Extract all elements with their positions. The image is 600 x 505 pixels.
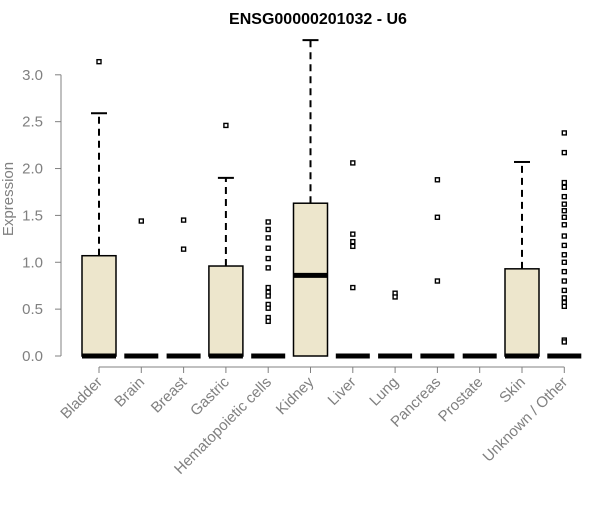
box-group	[124, 218, 159, 359]
y-tick-label: 3.0	[22, 67, 43, 84]
outlier-point	[265, 293, 271, 299]
outlier-point	[561, 149, 567, 156]
outlier-point	[138, 218, 145, 224]
outlier-point	[265, 305, 271, 311]
outlier-point	[561, 287, 567, 294]
outlier-point	[561, 303, 567, 310]
x-tick-label: Bladder	[57, 374, 106, 423]
y-tick-label: 0.0	[22, 348, 43, 365]
y-tick-label: 1.5	[22, 207, 43, 224]
box-group	[81, 58, 117, 359]
outlier-point	[561, 214, 567, 220]
box	[504, 268, 540, 357]
box-group	[292, 39, 329, 357]
box-group	[547, 130, 582, 359]
outlier-point	[561, 208, 567, 214]
outlier-point	[561, 130, 567, 136]
outlier-point	[265, 235, 271, 241]
outlier-point	[434, 214, 441, 220]
outlier-point	[561, 268, 567, 275]
outlier-point	[561, 233, 567, 239]
outlier-point	[561, 242, 567, 249]
box	[292, 202, 329, 357]
outlier-point	[392, 294, 398, 300]
outlier-point	[561, 222, 567, 228]
box-group	[335, 160, 370, 359]
box-group	[251, 219, 286, 359]
outlier-point	[561, 184, 567, 190]
box-group	[166, 217, 201, 359]
y-tick-label: 2.0	[22, 161, 43, 178]
outlier-point	[265, 318, 271, 325]
outlier-point	[265, 219, 271, 225]
x-tick-label: Kidney	[273, 373, 318, 418]
y-tick-label: 0.5	[22, 301, 43, 318]
outlier-point	[180, 217, 187, 223]
outlier-point	[350, 238, 356, 245]
chart-title: ENSG00000201032 - U6	[229, 11, 407, 28]
outlier-point	[350, 231, 356, 237]
y-tick-label: 2.5	[22, 114, 43, 131]
x-tick-label: Skin	[496, 374, 529, 407]
y-axis: 0.0 0.5 1.0 1.5 2.0 2.5 3.0	[22, 67, 62, 365]
outlier-point	[561, 252, 567, 258]
x-tick-label: Prostate	[435, 374, 487, 426]
outlier-point	[561, 339, 567, 345]
x-tick-label: Brain	[111, 374, 148, 411]
outlier-point	[180, 246, 187, 252]
outlier-point	[561, 193, 567, 200]
box	[208, 265, 244, 357]
outlier-point	[350, 284, 356, 291]
box	[81, 254, 117, 357]
x-tick-label: Liver	[325, 374, 360, 409]
outlier-point	[265, 226, 271, 233]
y-axis-label: Expression	[0, 162, 17, 236]
box-group	[378, 290, 413, 359]
y-tick-label: 1.0	[22, 254, 43, 271]
x-tick-label: Breast	[148, 373, 191, 416]
outlier-point	[434, 177, 441, 183]
outlier-point	[561, 179, 567, 186]
outlier-point	[265, 255, 271, 262]
outlier-point	[265, 245, 271, 251]
outlier-point	[265, 265, 271, 271]
outlier-point	[350, 160, 356, 166]
outlier-point	[561, 259, 567, 265]
outlier-point	[434, 278, 441, 284]
outlier-point	[561, 295, 567, 301]
outlier-point	[265, 284, 271, 291]
boxes-layer	[81, 39, 582, 359]
outlier-point	[561, 201, 567, 207]
outlier-point	[561, 278, 567, 284]
box-group	[420, 177, 455, 359]
outlier-point	[96, 58, 102, 65]
box-group	[504, 160, 540, 359]
outlier-point	[350, 243, 356, 250]
outlier-point	[223, 122, 229, 129]
x-tick-label: Lung	[366, 374, 402, 410]
box-group	[208, 122, 244, 359]
